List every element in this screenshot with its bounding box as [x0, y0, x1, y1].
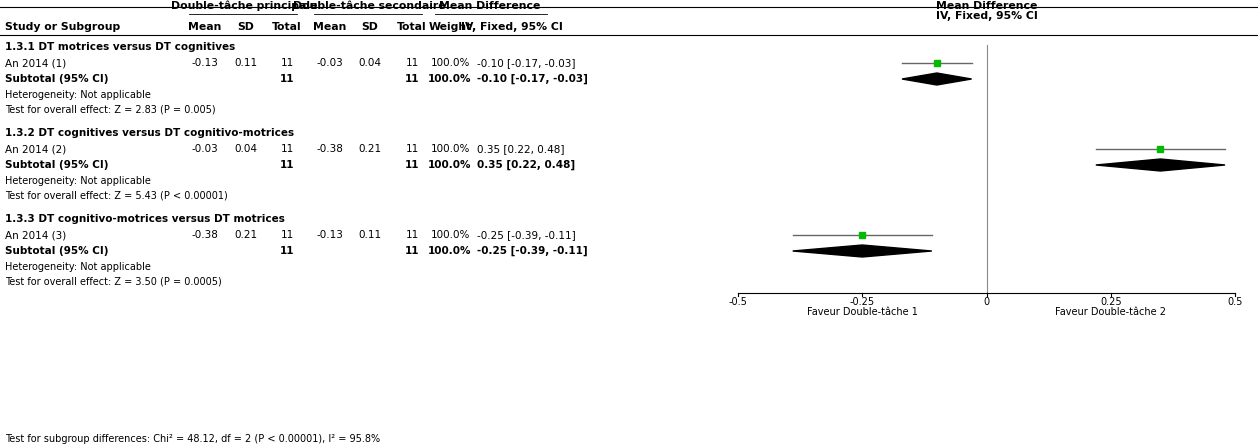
Text: SD: SD — [238, 22, 254, 32]
Bar — [933, 60, 940, 66]
Text: Total: Total — [398, 22, 426, 32]
Text: 11: 11 — [405, 230, 419, 240]
Text: 100.0%: 100.0% — [428, 160, 472, 170]
Text: 0.35 [0.22, 0.48]: 0.35 [0.22, 0.48] — [477, 144, 565, 154]
Text: 1.3.3 DT cognitivo-motrices versus DT motrices: 1.3.3 DT cognitivo-motrices versus DT mo… — [5, 214, 284, 224]
Text: 11: 11 — [279, 246, 294, 256]
Text: 0.11: 0.11 — [234, 58, 258, 68]
Text: Heterogeneity: Not applicable: Heterogeneity: Not applicable — [5, 176, 151, 186]
Text: Faveur Double-tâche 1: Faveur Double-tâche 1 — [806, 307, 917, 317]
Text: SD: SD — [361, 22, 379, 32]
Text: -0.38: -0.38 — [191, 230, 219, 240]
Text: 0.5: 0.5 — [1228, 297, 1243, 307]
Text: Study or Subgroup: Study or Subgroup — [5, 22, 121, 32]
Text: Mean: Mean — [313, 22, 347, 32]
Polygon shape — [1096, 159, 1225, 171]
Text: -0.38: -0.38 — [317, 144, 343, 154]
Text: 0.25: 0.25 — [1099, 297, 1122, 307]
Text: Weight: Weight — [429, 22, 472, 32]
Text: IV, Fixed, 95% CI: IV, Fixed, 95% CI — [936, 11, 1038, 21]
Text: Double-tâche principale: Double-tâche principale — [171, 0, 318, 11]
Text: Test for overall effect: Z = 2.83 (P = 0.005): Test for overall effect: Z = 2.83 (P = 0… — [5, 104, 215, 114]
Text: Test for overall effect: Z = 3.50 (P = 0.0005): Test for overall effect: Z = 3.50 (P = 0… — [5, 276, 221, 286]
Text: Double-tâche secondaire: Double-tâche secondaire — [293, 1, 445, 11]
Text: 11: 11 — [281, 144, 293, 154]
Text: Heterogeneity: Not applicable: Heterogeneity: Not applicable — [5, 262, 151, 272]
Text: Mean Difference: Mean Difference — [936, 1, 1037, 11]
Bar — [859, 232, 866, 238]
Text: 11: 11 — [405, 58, 419, 68]
Text: -0.25 [-0.39, -0.11]: -0.25 [-0.39, -0.11] — [477, 246, 587, 256]
Text: -0.10 [-0.17, -0.03]: -0.10 [-0.17, -0.03] — [477, 74, 587, 84]
Polygon shape — [793, 245, 932, 257]
Text: 100.0%: 100.0% — [428, 74, 472, 84]
Text: 0.21: 0.21 — [359, 144, 381, 154]
Text: Subtotal (95% CI): Subtotal (95% CI) — [5, 74, 108, 84]
Text: 11: 11 — [279, 160, 294, 170]
Text: -0.5: -0.5 — [728, 297, 747, 307]
Text: -0.10 [-0.17, -0.03]: -0.10 [-0.17, -0.03] — [477, 58, 575, 68]
Text: An 2014 (2): An 2014 (2) — [5, 144, 67, 154]
Text: 100.0%: 100.0% — [430, 144, 469, 154]
Text: 11: 11 — [405, 144, 419, 154]
Text: 1.3.2 DT cognitives versus DT cognitivo-motrices: 1.3.2 DT cognitives versus DT cognitivo-… — [5, 128, 294, 138]
Text: 11: 11 — [281, 58, 293, 68]
Text: -0.03: -0.03 — [191, 144, 219, 154]
Text: 100.0%: 100.0% — [430, 230, 469, 240]
Text: Faveur Double-tâche 2: Faveur Double-tâche 2 — [1055, 307, 1166, 317]
Text: Mean Difference: Mean Difference — [439, 1, 541, 11]
Text: -0.25: -0.25 — [849, 297, 874, 307]
Text: 11: 11 — [281, 230, 293, 240]
Text: Test for overall effect: Z = 5.43 (P < 0.00001): Test for overall effect: Z = 5.43 (P < 0… — [5, 190, 228, 200]
Text: Mean: Mean — [189, 22, 221, 32]
Text: 11: 11 — [405, 160, 419, 170]
Bar — [1157, 146, 1164, 152]
Text: An 2014 (3): An 2014 (3) — [5, 230, 67, 240]
Text: 0: 0 — [984, 297, 990, 307]
Text: -0.03: -0.03 — [317, 58, 343, 68]
Text: Subtotal (95% CI): Subtotal (95% CI) — [5, 160, 108, 170]
Text: An 2014 (1): An 2014 (1) — [5, 58, 67, 68]
Text: 0.11: 0.11 — [359, 230, 381, 240]
Text: 0.35 [0.22, 0.48]: 0.35 [0.22, 0.48] — [477, 160, 575, 170]
Text: Subtotal (95% CI): Subtotal (95% CI) — [5, 246, 108, 256]
Text: 0.21: 0.21 — [234, 230, 258, 240]
Text: 11: 11 — [405, 246, 419, 256]
Text: 11: 11 — [405, 74, 419, 84]
Text: Heterogeneity: Not applicable: Heterogeneity: Not applicable — [5, 90, 151, 100]
Text: Test for subgroup differences: Chi² = 48.12, df = 2 (P < 0.00001), I² = 95.8%: Test for subgroup differences: Chi² = 48… — [5, 434, 380, 444]
Text: -0.13: -0.13 — [317, 230, 343, 240]
Text: 11: 11 — [279, 74, 294, 84]
Text: 0.04: 0.04 — [359, 58, 381, 68]
Text: -0.13: -0.13 — [191, 58, 219, 68]
Text: 100.0%: 100.0% — [430, 58, 469, 68]
Text: 1.3.1 DT motrices versus DT cognitives: 1.3.1 DT motrices versus DT cognitives — [5, 42, 235, 52]
Text: IV, Fixed, 95% CI: IV, Fixed, 95% CI — [462, 22, 562, 32]
Text: 0.04: 0.04 — [234, 144, 258, 154]
Polygon shape — [902, 73, 971, 85]
Text: 100.0%: 100.0% — [428, 246, 472, 256]
Text: Total: Total — [272, 22, 302, 32]
Text: -0.25 [-0.39, -0.11]: -0.25 [-0.39, -0.11] — [477, 230, 576, 240]
